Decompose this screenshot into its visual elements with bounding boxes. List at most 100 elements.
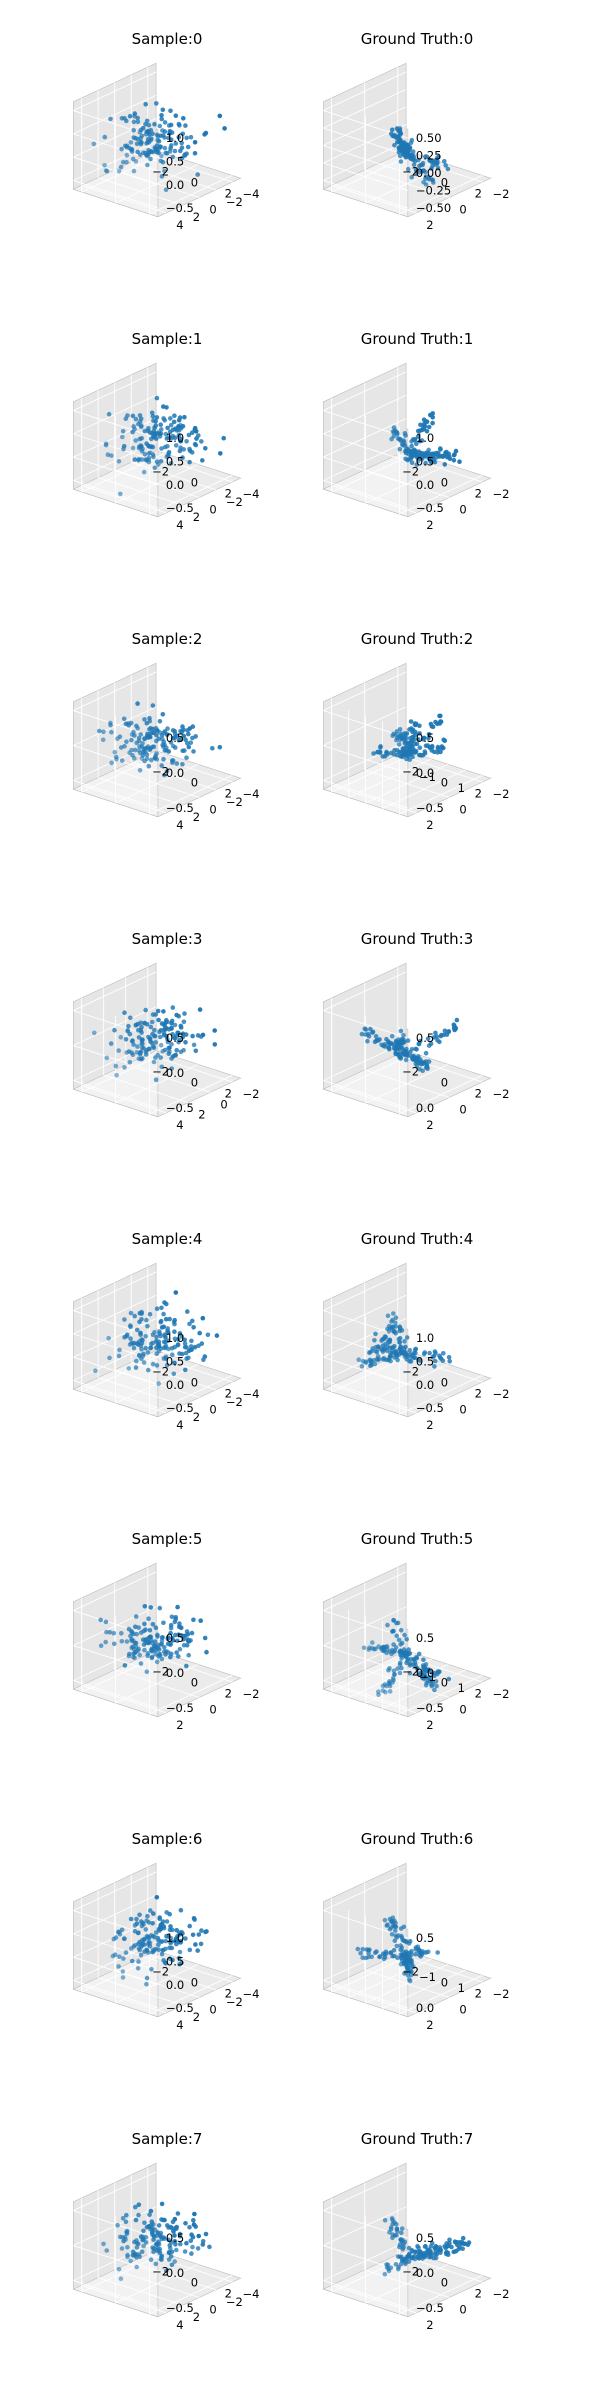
data-point: [423, 743, 429, 749]
grid-line: [97, 1977, 183, 2006]
data-point: [148, 2208, 154, 2214]
data-point: [104, 2248, 109, 2253]
data-point: [162, 2217, 167, 2223]
data-point: [165, 1636, 171, 1642]
grid-line: [73, 1610, 159, 1639]
data-point: [154, 733, 159, 738]
data-point: [434, 1683, 439, 1689]
subplot-title: Ground Truth:6: [361, 1830, 474, 1848]
data-point: [399, 1328, 405, 1333]
data-point: [438, 713, 443, 719]
data-point: [170, 154, 176, 160]
data-point: [159, 446, 164, 451]
data-point: [428, 1669, 434, 1675]
data-point: [414, 441, 419, 447]
data-point: [181, 1047, 186, 1053]
data-point: [144, 1669, 150, 1674]
data-point: [437, 2245, 443, 2250]
data-point: [182, 1337, 187, 1343]
data-point: [144, 1022, 150, 1027]
data-point: [150, 444, 156, 450]
data-point: [167, 1911, 172, 1917]
grid-line: [323, 2280, 409, 2309]
data-point: [392, 747, 397, 753]
data-point: [169, 1026, 174, 1031]
data-point: [397, 127, 403, 133]
subplot-ground-truth-2: Ground Truth:2−2 −1 0 1 220−20.50.0−0.5: [322, 630, 509, 832]
data-point: [124, 739, 129, 744]
data-point: [200, 458, 205, 463]
data-point: [217, 744, 223, 750]
data-point: [196, 1932, 202, 1937]
data-point: [152, 1027, 157, 1033]
data-point: [185, 1632, 191, 1637]
grid-line: [97, 777, 183, 806]
data-point: [163, 1652, 168, 1657]
data-point: [416, 157, 421, 163]
data-point: [191, 1325, 196, 1330]
data-point: [192, 2211, 197, 2217]
data-point: [423, 1050, 429, 1056]
data-point: [158, 422, 163, 428]
z-tick-label: −0.5: [166, 2301, 194, 2315]
data-point: [109, 729, 114, 735]
data-point: [401, 1033, 406, 1038]
data-point: [129, 1958, 135, 1964]
x-tick-label: −2: [402, 2264, 419, 2278]
y-tick-label: 4: [176, 2018, 183, 2032]
data-point: [146, 451, 152, 456]
z-tick-label: 0.25: [416, 149, 442, 163]
data-point: [157, 1331, 162, 1337]
y-tick-label: −2: [226, 195, 243, 209]
data-point: [138, 732, 144, 737]
x-tick-label: −2: [152, 464, 169, 478]
data-point: [394, 2226, 400, 2232]
data-point: [445, 454, 450, 460]
data-point: [173, 745, 178, 750]
data-point: [178, 1940, 183, 1945]
data-point: [159, 153, 164, 159]
x-tick-label: 2: [225, 2286, 232, 2300]
data-point: [412, 1355, 418, 1360]
data-point: [146, 1939, 151, 1945]
data-point: [139, 2249, 145, 2254]
data-point: [162, 748, 168, 753]
data-point: [158, 459, 164, 464]
data-point: [356, 1357, 362, 1362]
data-point: [164, 436, 170, 441]
data-point: [159, 1305, 164, 1311]
y-tick-label: 0: [209, 503, 216, 517]
z-tick-label: −0.5: [166, 201, 194, 215]
data-point: [198, 1618, 203, 1623]
data-point: [157, 123, 163, 129]
data-point: [422, 751, 428, 756]
data-point: [413, 732, 418, 737]
grid-line: [131, 161, 217, 191]
data-point: [125, 2245, 130, 2250]
data-point: [168, 416, 173, 421]
data-point: [402, 442, 408, 448]
data-point: [148, 731, 154, 736]
data-point: [184, 755, 189, 760]
data-point: [127, 113, 133, 119]
data-point: [126, 1023, 131, 1029]
data-point: [368, 1357, 373, 1363]
grid-line: [73, 1645, 159, 1674]
data-point: [451, 458, 457, 463]
data-point: [153, 1055, 158, 1060]
y-tick-label: −2: [242, 1087, 259, 1101]
z-tick-label: 0.0: [166, 1378, 184, 1392]
x-tick-label: 2: [475, 486, 482, 500]
z-tick-label: 0.5: [166, 154, 184, 168]
data-point: [428, 1041, 434, 1047]
data-point: [147, 1627, 153, 1633]
data-point: [417, 439, 423, 444]
data-point: [176, 1632, 181, 1637]
data-point: [164, 732, 170, 738]
y-tick-label: 0: [209, 803, 216, 817]
data-point: [134, 1327, 140, 1333]
z-tick-label: −0.5: [416, 1401, 444, 1415]
data-point: [203, 2231, 209, 2237]
data-point: [130, 413, 136, 419]
data-point: [393, 1315, 399, 1320]
